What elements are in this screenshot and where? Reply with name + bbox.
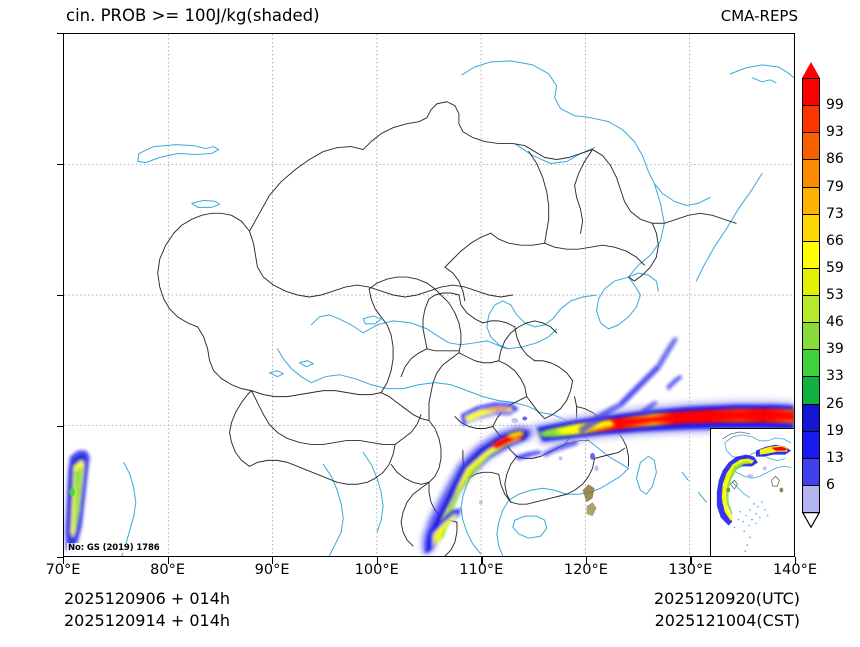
init-time-utc-line: 2025120906 + 014h [64, 589, 231, 608]
map-hydrography [121, 60, 794, 556]
map-canvas [64, 34, 794, 556]
colorbar-over-arrow [802, 62, 820, 78]
colorbar-tick-label: 93 [826, 124, 844, 141]
colorbar[interactable]: 99 93 86 79 73 66 59 53 46 39 33 26 19 13 6 [802, 62, 844, 528]
map-attribution: No: GS (2019) 1786 [67, 543, 161, 553]
colorbar-segment [802, 349, 820, 378]
footer-right-block: 2025120920(UTC) 2025121004(CST) [654, 588, 800, 632]
x-tick-mark [376, 557, 379, 564]
y-tick-mark [57, 164, 64, 166]
footer: 2025120906 + 014h 2025120914 + 014h 2025… [0, 588, 860, 647]
colorbar-tick-label: 66 [826, 232, 844, 249]
x-axis-label-100e: 100°E [354, 562, 399, 578]
footer-left-block: 2025120906 + 014h 2025120914 + 014h [64, 588, 230, 632]
colorbar-tick-label: 73 [826, 205, 844, 222]
x-axis-label-80e: 80°E [150, 562, 186, 578]
x-axis-label-140e: 140°E [772, 562, 818, 578]
colorbar-under-arrow [802, 512, 820, 528]
colorbar-segment [802, 159, 820, 188]
map-plot-area[interactable]: No: GS (2019) 1786 [63, 33, 795, 557]
valid-time-utc: 2025120920(UTC) [654, 589, 800, 608]
colorbar-tick-label: 26 [826, 395, 844, 412]
colorbar-segment [802, 430, 820, 459]
colorbar-tick-label: 13 [826, 449, 844, 466]
x-tick-mark [585, 557, 588, 564]
colorbar-segment [802, 295, 820, 324]
map-boundaries [157, 101, 737, 556]
probability-shading [64, 336, 794, 555]
y-tick-mark [57, 426, 64, 428]
colorbar-segment [802, 78, 820, 107]
colorbar-segment [802, 484, 820, 513]
inset-canvas [716, 431, 792, 552]
colorbar-tick-label: 6 [826, 476, 835, 493]
map-gridlines [64, 34, 794, 556]
x-tick-mark [795, 557, 797, 564]
colorbar-segment [802, 457, 820, 486]
colorbar-tick-label: 99 [826, 97, 844, 114]
valid-time-cst: 2025121004(CST) [654, 611, 800, 630]
colorbar-segment [802, 132, 820, 161]
y-tick-mark [57, 557, 64, 559]
x-axis-label-90e: 90°E [254, 562, 290, 578]
colorbar-segment [802, 186, 820, 215]
colorbar-segment [802, 376, 820, 405]
y-tick-mark [57, 33, 64, 35]
colorbar-segment [802, 105, 820, 134]
x-tick-mark [167, 557, 169, 564]
x-axis-label-130e: 130°E [668, 562, 713, 578]
colorbar-tick-label: 79 [826, 178, 844, 195]
y-axis: 55°N 45°N 35°N 25°N 15°N [0, 0, 64, 647]
x-tick-mark [272, 557, 274, 564]
init-time-cst-line: 2025120914 + 014h [64, 611, 231, 630]
colorbar-segment [802, 322, 820, 351]
colorbar-segment [802, 403, 820, 432]
colorbar-segment [802, 267, 820, 296]
model-label: CMA-REPS [720, 7, 798, 25]
south-china-sea-inset[interactable] [710, 428, 794, 556]
colorbar-tick-label: 86 [826, 151, 844, 168]
x-axis-label-120e: 120°E [563, 562, 608, 578]
y-tick-mark [57, 295, 64, 297]
colorbar-tick-label: 39 [826, 341, 844, 358]
x-tick-mark [63, 557, 65, 564]
x-axis-label-110e: 110°E [459, 562, 504, 578]
x-tick-mark [481, 557, 483, 564]
colorbar-segment [802, 213, 820, 242]
x-tick-mark [690, 557, 692, 564]
x-axis-label-70e: 70°E [45, 562, 81, 578]
colorbar-segment [802, 240, 820, 269]
colorbar-tick-label: 53 [826, 287, 844, 303]
colorbar-tick-label: 19 [826, 422, 844, 439]
page-title: cin. PROB >= 100J/kg(shaded) [66, 6, 320, 25]
colorbar-tick-label: 59 [826, 259, 844, 276]
colorbar-tick-label: 46 [826, 314, 844, 331]
colorbar-tick-label: 33 [826, 368, 844, 385]
